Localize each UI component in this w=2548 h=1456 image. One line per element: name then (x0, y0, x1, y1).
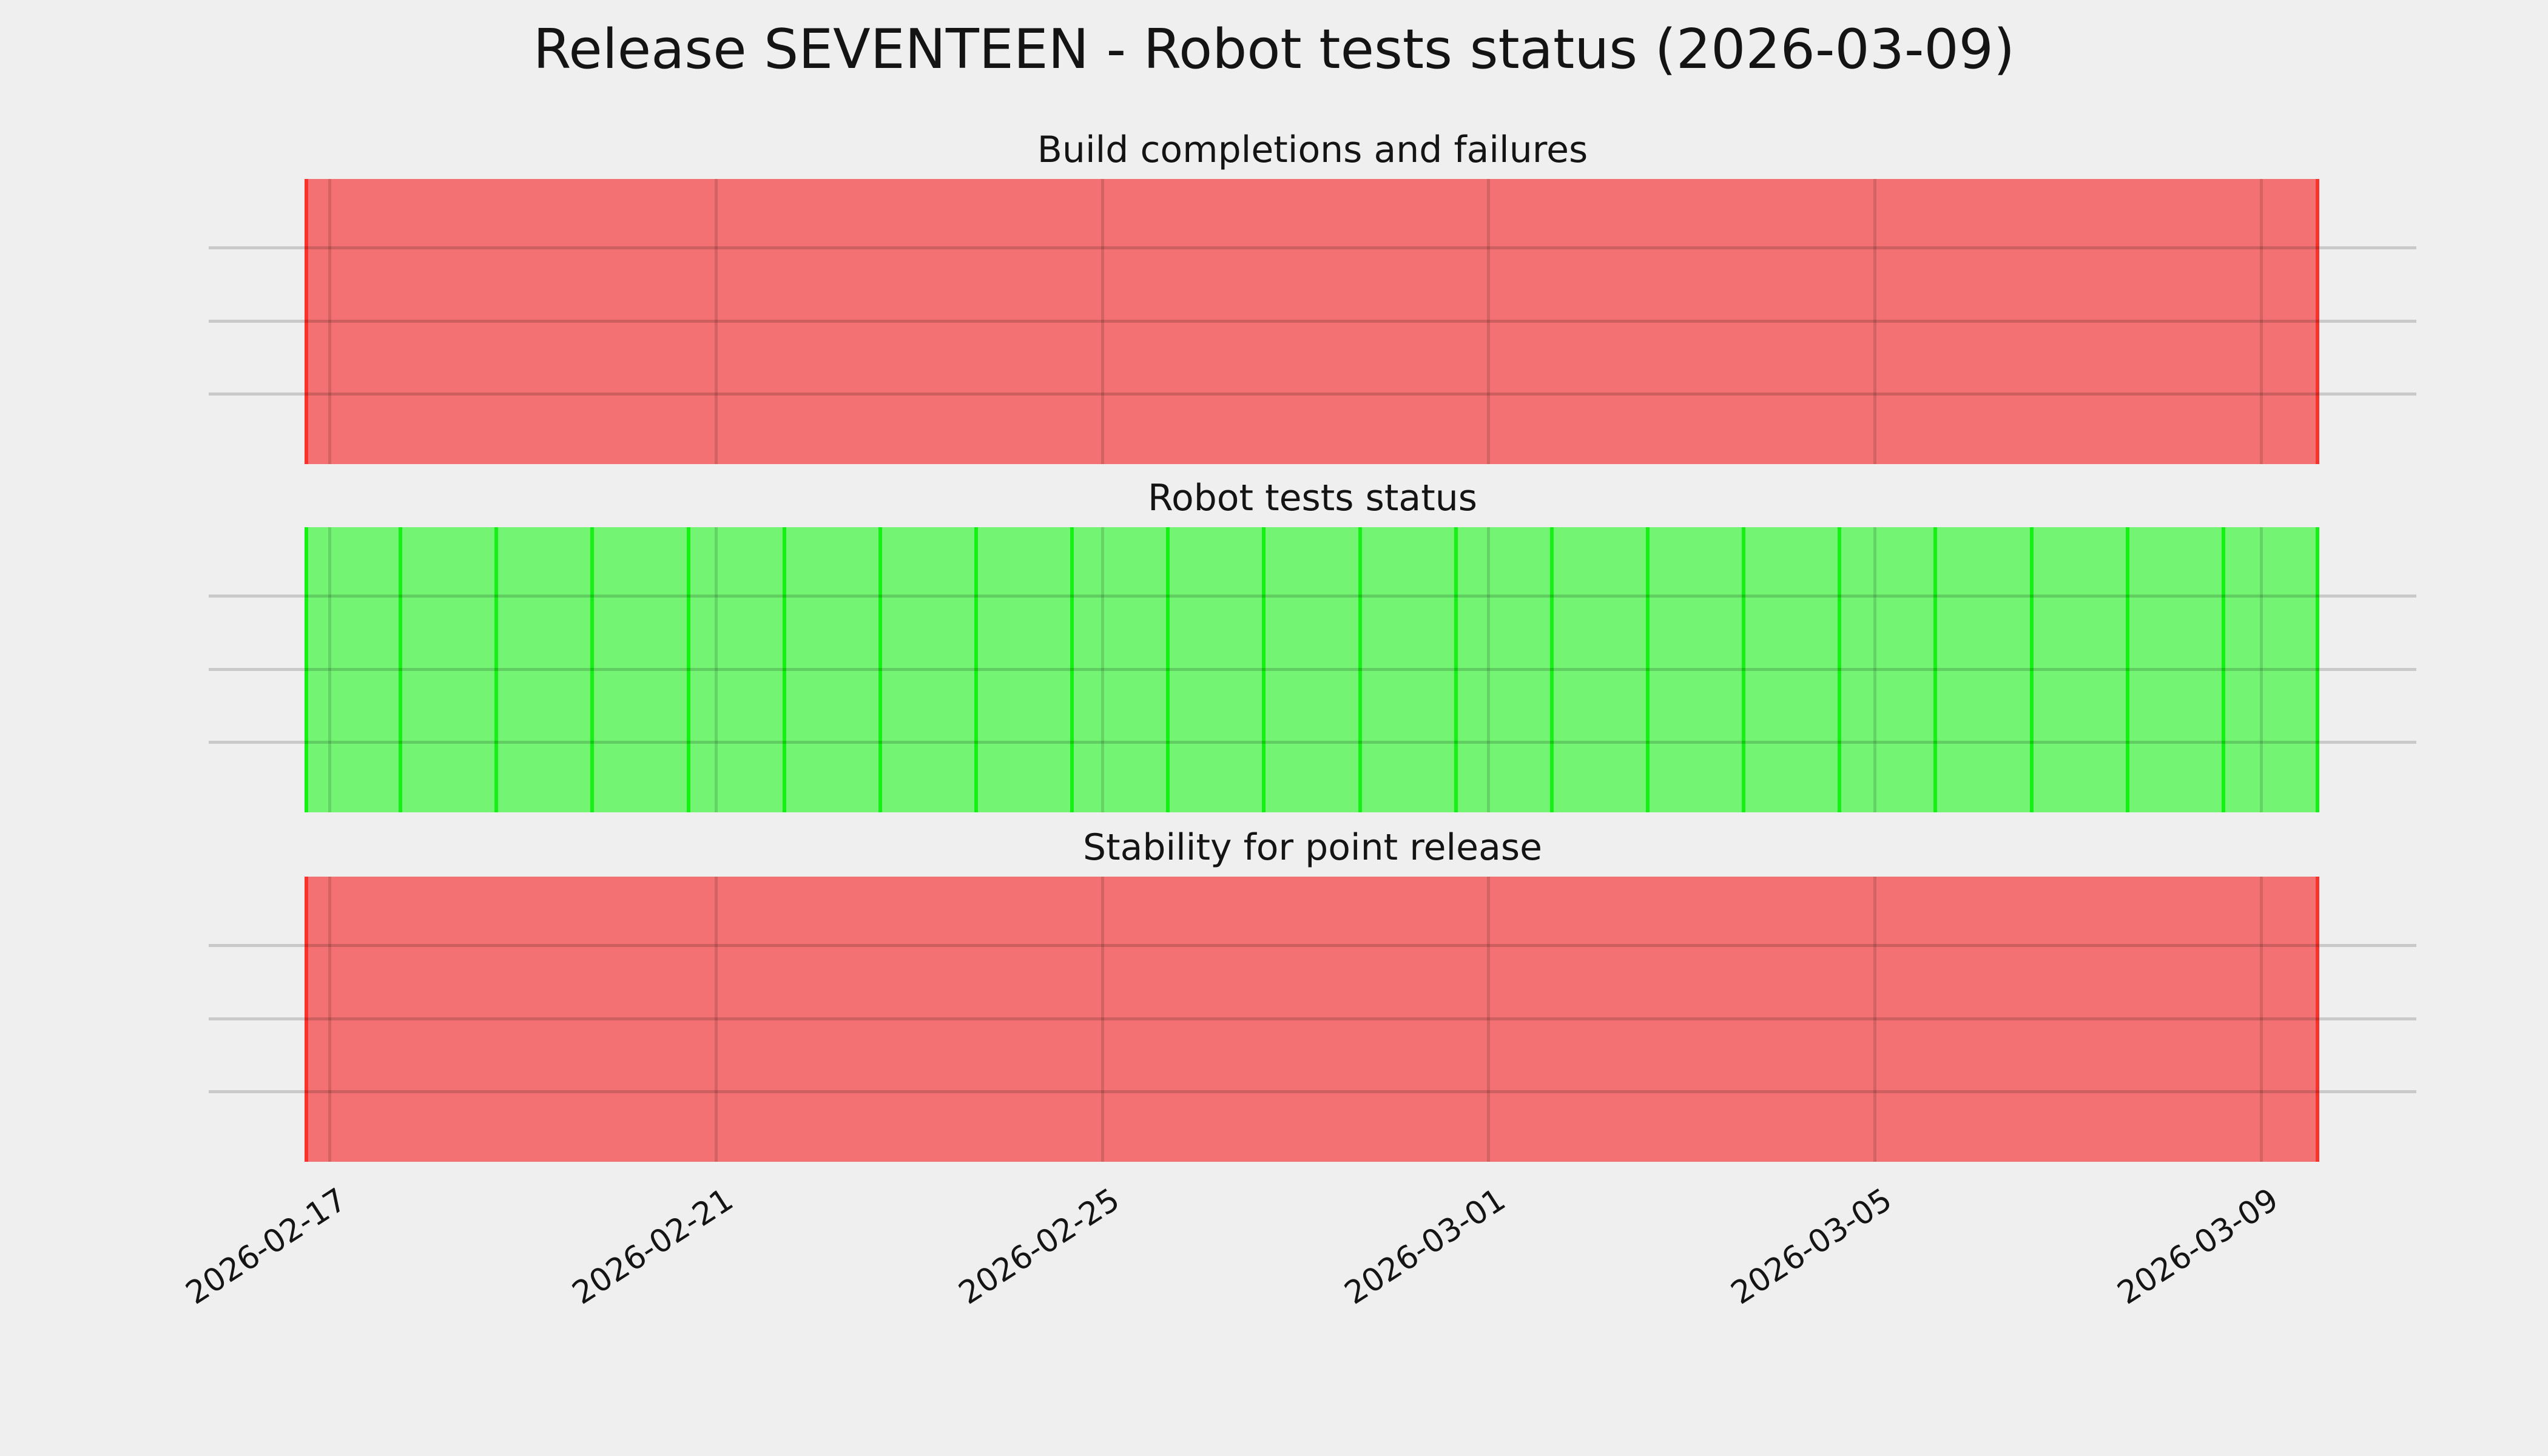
bar-edge-line (687, 527, 690, 812)
x-gridline (1100, 877, 1104, 1162)
x-gridline (328, 179, 331, 464)
bar-edge-line (1070, 527, 1074, 812)
y-gridline (209, 393, 2416, 396)
bar-edge-line (2126, 527, 2129, 812)
status-bar-fill (305, 877, 2319, 1162)
bar-edge-line (305, 877, 308, 1162)
x-gridline (1100, 527, 1104, 812)
bar-edge-line (1454, 527, 1458, 812)
bar-edge-line (399, 527, 402, 812)
bar-edge-line (878, 527, 882, 812)
y-gridline (209, 1090, 2416, 1093)
bar-edge-line (2030, 527, 2034, 812)
bar-edge-line (2316, 179, 2319, 464)
bar-edge-line (1262, 527, 1266, 812)
x-gridline (1873, 527, 1876, 812)
bar-edge-line (1358, 527, 1362, 812)
subplot-title: Stability for point release (1082, 826, 1543, 869)
status-bar-fill (305, 527, 2319, 812)
bar-edge-line (783, 527, 786, 812)
y-gridline (209, 1017, 2416, 1020)
x-gridline (1100, 179, 1104, 464)
bar-edge-line (1742, 527, 1745, 812)
status-bar-fill (305, 179, 2319, 464)
y-gridline (209, 595, 2416, 598)
y-gridline (209, 668, 2416, 671)
x-tick-label: 2026-03-05 (1724, 1181, 1899, 1312)
subplot-title: Build completions and failures (1037, 129, 1588, 171)
subplot-title: Robot tests status (1147, 477, 1478, 519)
bar-edge-line (305, 527, 308, 812)
bar-edge-line (974, 527, 978, 812)
x-gridline (714, 877, 718, 1162)
y-gridline (209, 741, 2416, 744)
x-tick-label: 2026-02-17 (179, 1181, 354, 1312)
bar-edge-line (1166, 527, 1170, 812)
x-gridline (2259, 527, 2263, 812)
bar-edge-line (1550, 527, 1554, 812)
x-gridline (2259, 179, 2263, 464)
bar-edge-line (1838, 527, 1841, 812)
figure-title: Release SEVENTEEN - Robot tests status (… (533, 18, 2015, 81)
bar-edge-line (590, 527, 594, 812)
x-gridline (328, 527, 331, 812)
x-tick-label: 2026-02-21 (565, 1181, 740, 1312)
y-gridline (209, 320, 2416, 323)
x-gridline (328, 877, 331, 1162)
x-gridline (714, 179, 718, 464)
bar-edge-line (305, 179, 308, 464)
x-gridline (1486, 179, 1490, 464)
x-tick-label: 2026-03-01 (1338, 1181, 1512, 1312)
x-gridline (1873, 179, 1876, 464)
y-gridline (209, 944, 2416, 947)
bar-edge-line (1933, 527, 1937, 812)
x-tick-label: 2026-02-25 (952, 1181, 1127, 1312)
bar-edge-line (2316, 527, 2319, 812)
x-gridline (1486, 527, 1490, 812)
x-gridline (1873, 877, 1876, 1162)
bar-edge-line (2316, 877, 2319, 1162)
x-gridline (714, 527, 718, 812)
y-gridline (209, 246, 2416, 249)
bar-edge-line (494, 527, 498, 812)
x-tick-label: 2026-03-09 (2111, 1181, 2285, 1312)
x-gridline (1486, 877, 1490, 1162)
bar-edge-line (1646, 527, 1650, 812)
x-gridline (2259, 877, 2263, 1162)
bar-edge-line (2222, 527, 2225, 812)
